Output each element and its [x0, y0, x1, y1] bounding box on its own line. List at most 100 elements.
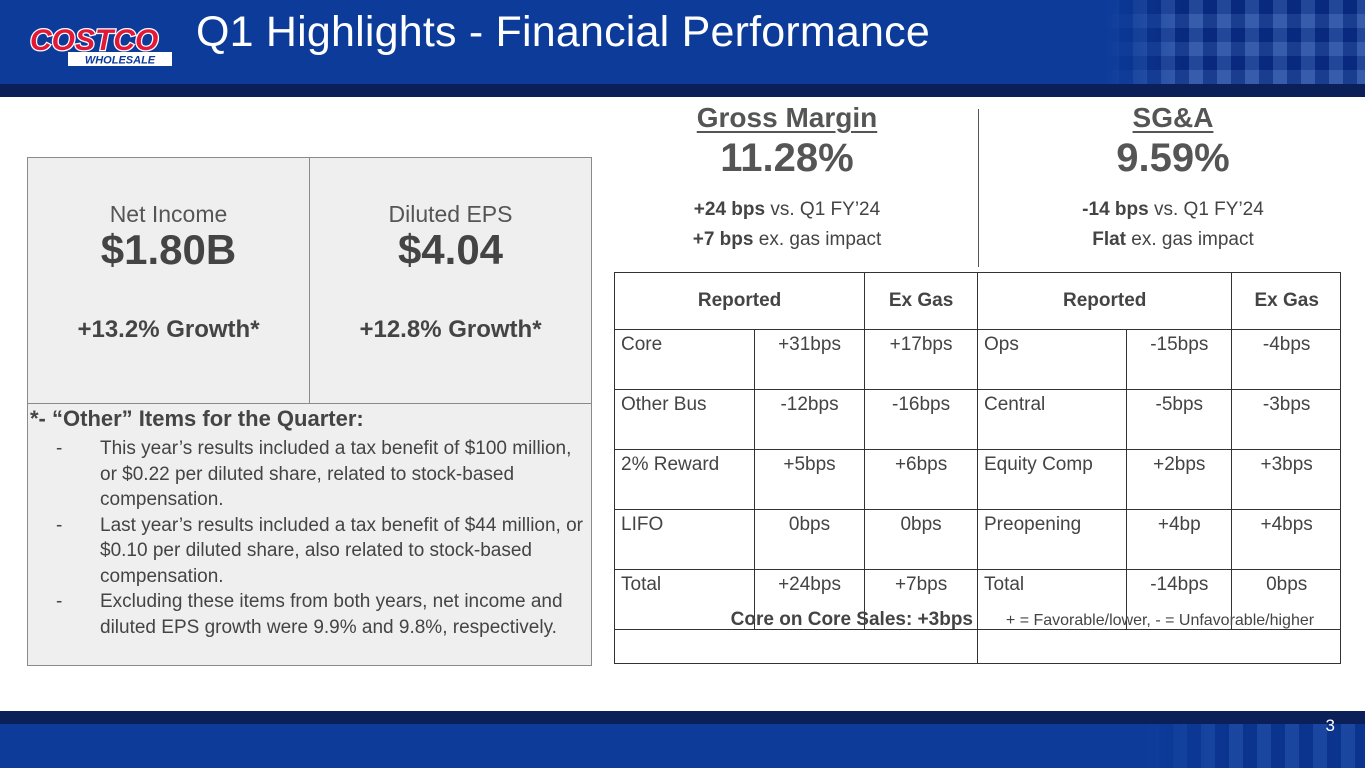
ex-gas-value: +4bps: [1231, 509, 1341, 570]
row-label: Core: [615, 329, 755, 390]
column-header-reported: Reported: [615, 273, 865, 330]
ex-gas-value: +3bps: [1231, 449, 1341, 510]
note-dash: -: [56, 438, 63, 459]
gross-margin-summary: Gross Margin 11.28% +24 bps vs. Q1 FY’24…: [607, 102, 967, 255]
other-items-notes: *- “Other” Items for the Quarter: - This…: [28, 406, 591, 640]
table-row: Central -5bps -3bps: [977, 389, 1341, 450]
column-header-reported: Reported: [977, 273, 1232, 330]
gross-margin-ex-gas: +7 bps ex. gas impact: [607, 225, 967, 255]
net-income-eps-panel: Net Income $1.80B +13.2% Growth* Diluted…: [27, 157, 592, 666]
gm-change-text: vs. Q1 FY’24: [765, 199, 881, 220]
sga-value: 9.59%: [1116, 136, 1230, 180]
sga-exgas-bps: Flat: [1092, 229, 1126, 250]
favorability-legend-text: + = Favorable/lower, - = Unfavorable/hig…: [1005, 612, 1315, 629]
reported-value: -5bps: [1126, 389, 1232, 450]
ex-gas-value: +7bps: [864, 569, 977, 630]
gm-change-bps: +24 bps: [693, 199, 766, 220]
reported-value: +2bps: [1126, 449, 1232, 510]
logo-subtext: WHOLESALE: [85, 55, 156, 67]
column-header-ex-gas: Ex Gas: [864, 273, 977, 330]
gross-margin-title: Gross Margin: [696, 102, 878, 133]
panel-divider: [28, 403, 591, 404]
note-text: This year’s results included a tax benef…: [100, 438, 572, 510]
kpi-growth: +12.8% Growth*: [359, 316, 542, 343]
reported-value: +4bp: [1126, 509, 1232, 570]
row-label: Other Bus: [615, 389, 755, 450]
header-rule: [0, 84, 1365, 97]
diluted-eps-kpi: Diluted EPS $4.04 +12.8% Growth*: [310, 158, 591, 403]
column-header-ex-gas: Ex Gas: [1231, 273, 1341, 330]
sga-table: Reported Ex Gas Ops -15bps -4bps Central…: [977, 273, 1341, 630]
row-label: Ops: [977, 329, 1127, 390]
notes-heading: *- “Other” Items for the Quarter:: [30, 406, 364, 431]
note-dash: -: [56, 514, 63, 536]
core-on-core-note: Core on Core Sales: +3bps: [730, 609, 973, 630]
reported-value: +5bps: [753, 449, 865, 510]
table-row: Preopening +4bp +4bps: [977, 509, 1341, 570]
note-text: Last year’s results included a tax benef…: [100, 514, 584, 587]
ex-gas-value: -3bps: [1231, 389, 1341, 450]
metric-divider: [978, 109, 979, 267]
footer-rule: [0, 711, 1365, 724]
reported-value: +31bps: [753, 329, 865, 390]
sga-change-text: vs. Q1 FY’24: [1148, 199, 1264, 220]
ex-gas-value: -4bps: [1231, 329, 1341, 390]
table-row: Total +24bps +7bps: [615, 569, 977, 630]
sga-change-bps: -14 bps: [1082, 199, 1149, 220]
row-label: Preopening: [977, 509, 1127, 570]
reported-value: -15bps: [1126, 329, 1232, 390]
reported-value: 0bps: [753, 509, 865, 570]
table-row: Other Bus -12bps -16bps: [615, 389, 977, 450]
kpi-label: Net Income: [109, 201, 228, 227]
table-row: 2% Reward +5bps +6bps: [615, 449, 977, 510]
gross-margin-table: Reported Ex Gas Core +31bps +17bps Other…: [615, 273, 977, 630]
gm-exgas-text: ex. gas impact: [753, 229, 882, 250]
row-label: 2% Reward: [615, 449, 755, 510]
note-dash: -: [56, 591, 63, 612]
table-header-row: Reported Ex Gas: [977, 273, 1341, 330]
kpi-growth: +13.2% Growth*: [77, 316, 260, 343]
gm-exgas-bps: +7 bps: [692, 229, 754, 250]
ex-gas-value: -16bps: [864, 389, 977, 450]
row-label: LIFO: [615, 509, 755, 570]
reported-value: -12bps: [753, 389, 865, 450]
note-item: - Last year’s results included a tax ben…: [30, 513, 583, 590]
margin-breakdown-tables: Reported Ex Gas Core +31bps +17bps Other…: [614, 272, 1341, 664]
kpi-label: Diluted EPS: [388, 201, 513, 227]
sga-exgas-text: ex. gas impact: [1126, 229, 1254, 250]
table-row: Ops -15bps -4bps: [977, 329, 1341, 390]
net-income-kpi: Net Income $1.80B +13.2% Growth*: [28, 158, 310, 403]
note-item: - Excluding these items from both years,…: [30, 589, 583, 640]
reported-value: -14bps: [1126, 569, 1232, 630]
page-number: 3: [1325, 716, 1335, 735]
header-bar: [0, 0, 1365, 84]
note-item: - This year’s results included a tax ben…: [30, 436, 583, 513]
gross-margin-vs-prior: +24 bps vs. Q1 FY’24: [607, 195, 967, 225]
ex-gas-value: +6bps: [864, 449, 977, 510]
row-label: Total: [977, 569, 1127, 630]
gross-margin-value: 11.28%: [720, 136, 854, 180]
table-row: LIFO 0bps 0bps: [615, 509, 977, 570]
sga-title: SG&A: [1132, 102, 1214, 133]
costco-logo: COSTCO WHOLESALE: [29, 23, 172, 67]
row-label: Equity Comp: [977, 449, 1127, 510]
ex-gas-value: 0bps: [1231, 569, 1341, 630]
sga-summary: SG&A 9.59% -14 bps vs. Q1 FY’24 Flat ex.…: [993, 102, 1353, 255]
row-label: Total: [615, 569, 755, 630]
ex-gas-value: +17bps: [864, 329, 977, 390]
sga-ex-gas: Flat ex. gas impact: [993, 225, 1353, 255]
table-row: Total -14bps 0bps: [977, 569, 1341, 630]
page-title: Q1 Highlights - Financial Performance: [196, 8, 930, 56]
ex-gas-value: 0bps: [864, 509, 977, 570]
kpi-value: $1.80B: [100, 226, 237, 273]
kpi-value: $4.04: [397, 226, 504, 273]
row-label: Central: [977, 389, 1127, 450]
table-row: Core +31bps +17bps: [615, 329, 977, 390]
reported-value: +24bps: [753, 569, 865, 630]
note-text: Excluding these items from both years, n…: [100, 591, 563, 638]
header-pattern: [1105, 0, 1365, 84]
favorability-legend: + = Favorable/lower, - = Unfavorable/hig…: [977, 609, 1342, 664]
sga-vs-prior: -14 bps vs. Q1 FY’24: [993, 195, 1353, 225]
table-header-row: Reported Ex Gas: [615, 273, 977, 330]
table-row: Equity Comp +2bps +3bps: [977, 449, 1341, 510]
